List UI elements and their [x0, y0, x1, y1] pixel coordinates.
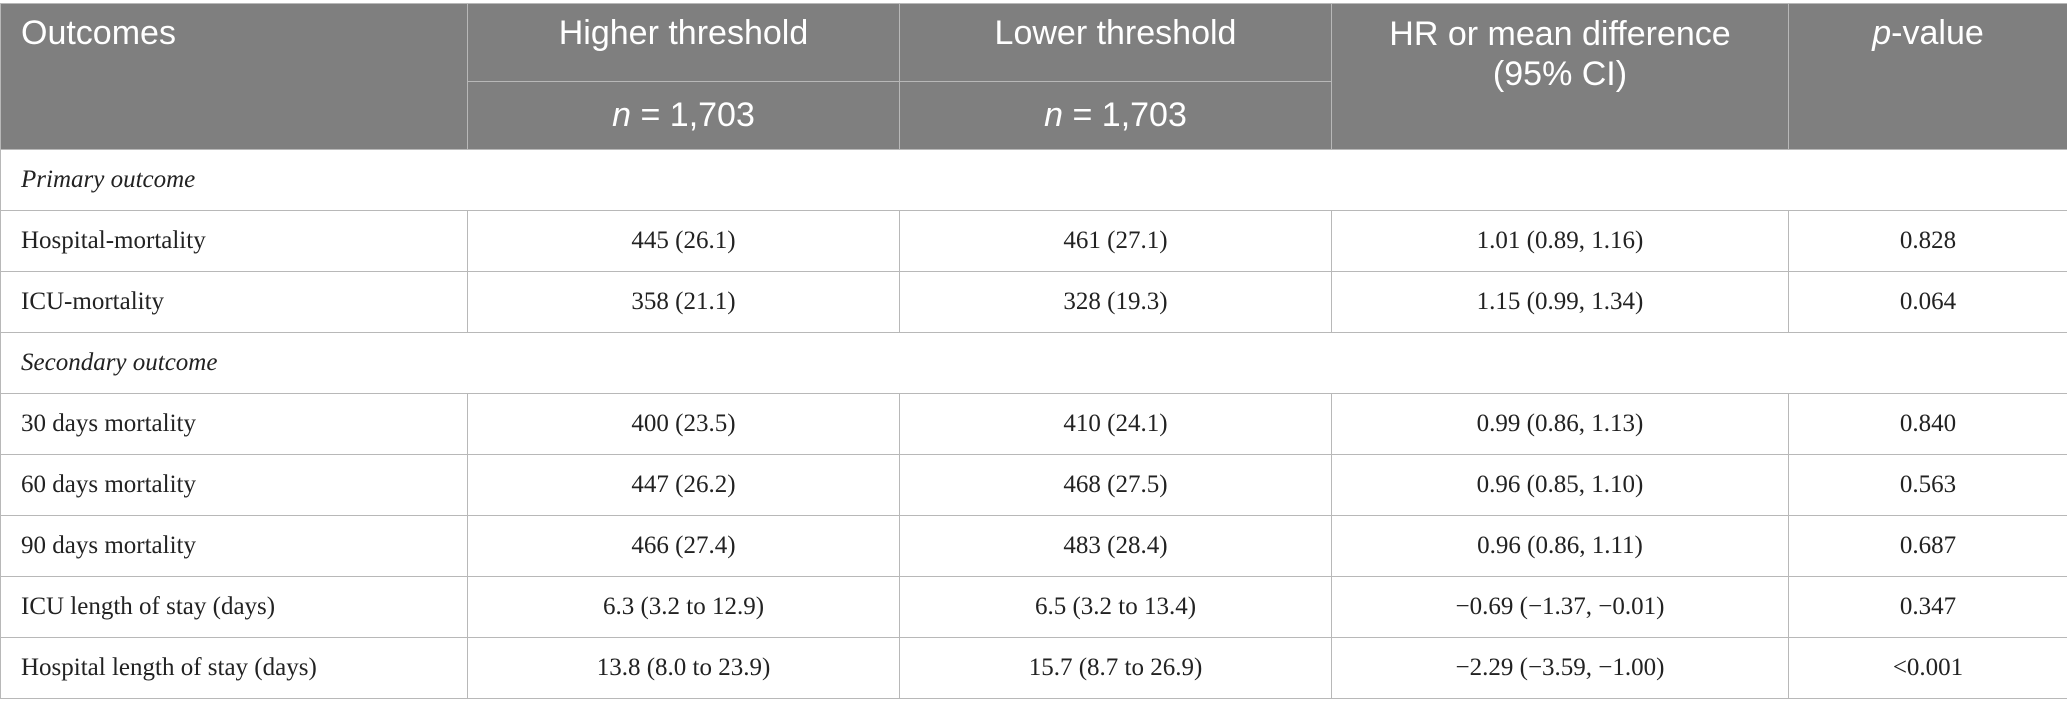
cell-outcome: 90 days mortality [0, 515, 468, 577]
table-row: ICU-mortality 358 (21.1) 328 (19.3) 1.15 (0… [0, 271, 2067, 333]
cell-outcome: 60 days mortality [0, 454, 468, 516]
cell-outcome: ICU length of stay (days) [0, 576, 468, 638]
table-body: Primary outcome Hospital-mortality 445 (26… [0, 149, 2067, 699]
header-lower-n-val: = 1,703 [1063, 96, 1187, 134]
header-outcomes: Outcomes [0, 3, 468, 150]
cell-lower-threshold: 483 (28.4) [899, 515, 1332, 577]
cell-outcome: Hospital-mortality [0, 210, 468, 272]
header-lower-n: n = 1,703 [899, 81, 1332, 150]
header-hr-line2: (95% CI) [1492, 55, 1628, 93]
cell-outcome: ICU-mortality [0, 271, 468, 333]
cell-p-value: 0.828 [1788, 210, 2067, 272]
cell-lower-threshold: 15.7 (8.7 to 26.9) [899, 637, 1332, 699]
cell-higher-threshold: 445 (26.1) [467, 210, 900, 272]
cell-hr-ci: −0.69 (−1.37, −0.01) [1331, 576, 1789, 638]
cell-lower-threshold: 468 (27.5) [899, 454, 1332, 516]
outcomes-table: Outcomes Higher threshold Lower threshol… [0, 3, 2067, 699]
cell-hr-ci: −2.29 (−3.59, −1.00) [1331, 637, 1789, 699]
cell-outcome: Hospital length of stay (days) [0, 637, 468, 699]
table-row: Hospital length of stay (days) 13.8 (8.0 … [0, 637, 2067, 699]
header-lower-n-var: n [1044, 96, 1064, 134]
cell-higher-threshold: 466 (27.4) [467, 515, 900, 577]
cell-higher-threshold: 358 (21.1) [467, 271, 900, 333]
cell-higher-threshold: 13.8 (8.0 to 23.9) [467, 637, 900, 699]
cell-outcome: 30 days mortality [0, 393, 468, 455]
cell-hr-ci: 1.01 (0.89, 1.16) [1331, 210, 1789, 272]
header-higher-n-val: = 1,703 [631, 96, 755, 134]
cell-p-value: 0.347 [1788, 576, 2067, 638]
cell-hr-ci: 1.15 (0.99, 1.34) [1331, 271, 1789, 333]
table-row: 90 days mortality 466 (27.4) 483 (28.4) 0.9… [0, 515, 2067, 577]
cell-higher-threshold: 447 (26.2) [467, 454, 900, 516]
header-higher-n: n = 1,703 [467, 81, 900, 150]
cell-p-value: 0.064 [1788, 271, 2067, 333]
header-hr-line1: HR or mean difference [1389, 15, 1731, 53]
table-row: Hospital-mortality 445 (26.1) 461 (27.1) 1.… [0, 210, 2067, 272]
cell-p-value: 0.563 [1788, 454, 2067, 516]
table-row: 30 days mortality 400 (23.5) 410 (24.1) 0.9… [0, 393, 2067, 455]
section-row: Secondary outcome [0, 332, 2067, 394]
cell-hr-ci: 0.99 (0.86, 1.13) [1331, 393, 1789, 455]
cell-p-value: 0.687 [1788, 515, 2067, 577]
table-header: Outcomes Higher threshold Lower threshol… [0, 3, 2067, 150]
header-p-var: p [1872, 14, 1892, 52]
cell-hr-ci: 0.96 (0.86, 1.11) [1331, 515, 1789, 577]
header-p-rest: -value [1891, 14, 1984, 52]
cell-higher-threshold: 400 (23.5) [467, 393, 900, 455]
cell-lower-threshold: 6.5 (3.2 to 13.4) [899, 576, 1332, 638]
section-row: Primary outcome [0, 149, 2067, 211]
cell-higher-threshold: 6.3 (3.2 to 12.9) [467, 576, 900, 638]
cell-hr-ci: 0.96 (0.85, 1.10) [1331, 454, 1789, 516]
section-title: Secondary outcome [0, 332, 2067, 394]
section-title: Primary outcome [0, 149, 2067, 211]
header-p-value: p-value [1788, 3, 2067, 150]
cell-lower-threshold: 328 (19.3) [899, 271, 1332, 333]
cell-lower-threshold: 461 (27.1) [899, 210, 1332, 272]
table-row: ICU length of stay (days) 6.3 (3.2 to 12.… [0, 576, 2067, 638]
cell-lower-threshold: 410 (24.1) [899, 393, 1332, 455]
header-higher-n-var: n [612, 96, 632, 134]
cell-p-value: <0.001 [1788, 637, 2067, 699]
header-higher-threshold: Higher threshold [467, 3, 900, 82]
cell-p-value: 0.840 [1788, 393, 2067, 455]
table-row: 60 days mortality 447 (26.2) 468 (27.5) 0.9… [0, 454, 2067, 516]
header-hr: HR or mean difference (95% CI) [1331, 3, 1789, 150]
header-lower-threshold: Lower threshold [899, 3, 1332, 82]
